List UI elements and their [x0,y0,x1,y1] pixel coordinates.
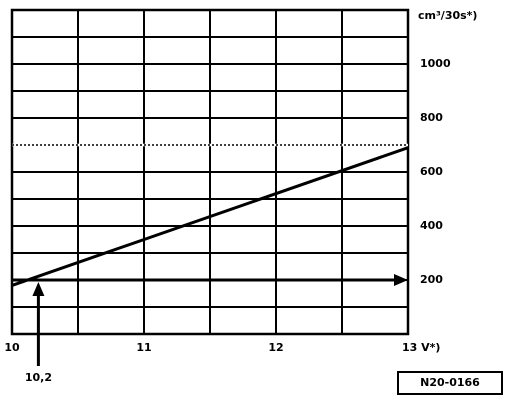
figure-id-box [397,371,503,395]
y-axis-label: cm³/30s*) [418,9,477,22]
plot-frame [10,8,410,336]
arrow-head [394,274,408,286]
y-tick-label: 200 [420,273,443,286]
y-tick-label: 400 [420,219,443,232]
marker-arrow-head [32,282,45,296]
figure-id: N20-0166 [420,376,480,389]
data-line [11,146,409,287]
y-tick-label: 800 [420,111,443,124]
marker-label: 10,2 [25,371,52,384]
x-tick-label: 11 [136,341,151,354]
y-tick-label: 600 [420,165,443,178]
x-tick-label: 12 [268,341,283,354]
x-tick-label: 13 V*) [402,341,440,354]
y-tick-label: 1000 [420,57,451,70]
x-tick-label: 10 [4,341,20,354]
